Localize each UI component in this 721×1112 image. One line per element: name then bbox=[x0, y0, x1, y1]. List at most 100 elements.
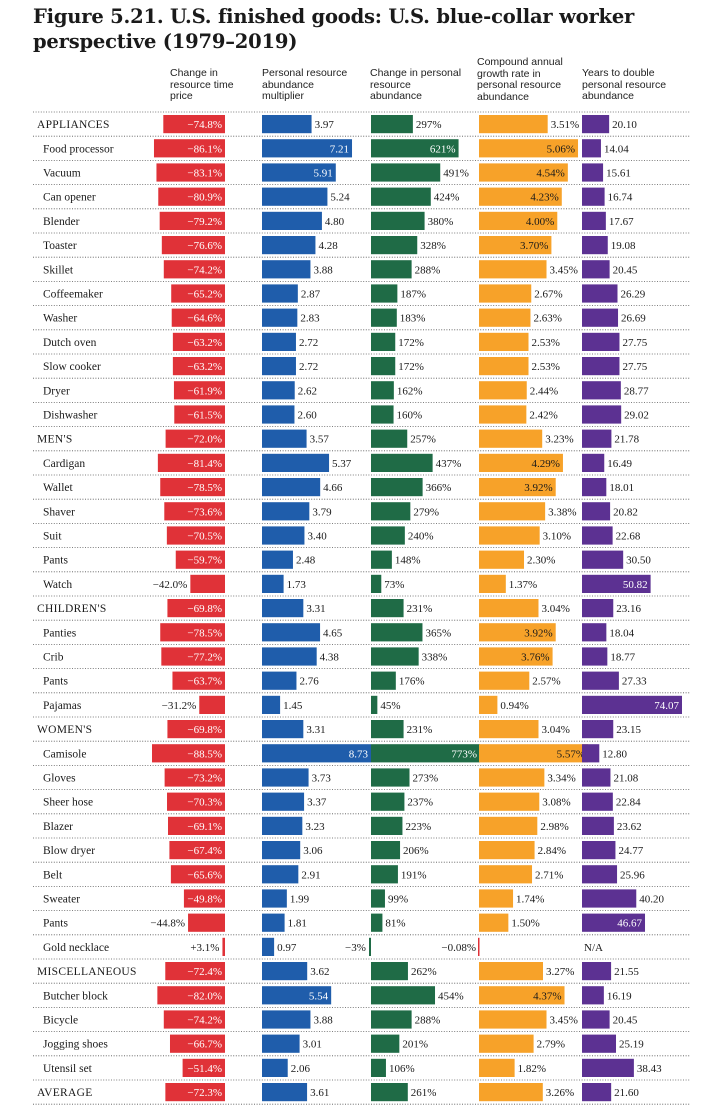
years-label: 29.02 bbox=[624, 410, 649, 422]
row-label: Skillet bbox=[43, 264, 74, 276]
time-price-bar bbox=[171, 284, 225, 303]
group-label: AVERAGE bbox=[37, 1087, 93, 1099]
multiplier-bar bbox=[262, 526, 305, 545]
abundance-change-label: 288% bbox=[415, 1015, 441, 1027]
multiplier-label: 3.23 bbox=[305, 821, 325, 833]
cagr-bar bbox=[479, 841, 535, 860]
cagr-label: 2.63% bbox=[533, 313, 561, 325]
time-price-label: −78.5% bbox=[187, 482, 222, 494]
time-price-label: −61.5% bbox=[187, 410, 222, 422]
multiplier-label: 3.31 bbox=[306, 603, 325, 615]
cagr-label: −0.08% bbox=[441, 942, 476, 954]
years-bar bbox=[582, 453, 605, 472]
cagr-bar bbox=[479, 816, 538, 835]
abundance-change-label: 172% bbox=[398, 337, 424, 349]
abundance-change-bar bbox=[371, 865, 398, 884]
multiplier-bar bbox=[262, 478, 321, 497]
time-price-label: −88.5% bbox=[187, 748, 222, 760]
abundance-change-label: 99% bbox=[388, 894, 408, 906]
years-label: 19.08 bbox=[611, 240, 636, 252]
abundance-change-bar bbox=[371, 1058, 386, 1077]
multiplier-bar bbox=[262, 599, 304, 618]
group-label: MEN'S bbox=[37, 434, 73, 446]
row-label: Can opener bbox=[43, 192, 96, 204]
time-price-label: −79.2% bbox=[187, 216, 222, 228]
multiplier-label: 4.66 bbox=[323, 482, 343, 494]
row-label: Panties bbox=[43, 627, 77, 639]
abundance-change-bar bbox=[371, 599, 404, 618]
multiplier-bar bbox=[262, 308, 298, 327]
row-label: Cardigan bbox=[43, 458, 85, 470]
abundance-change-label: 45% bbox=[380, 700, 400, 712]
multiplier-bar bbox=[262, 841, 301, 860]
years-bar bbox=[582, 1083, 612, 1102]
multiplier-label: 5.37 bbox=[332, 458, 352, 470]
multiplier-bar bbox=[262, 865, 299, 884]
multiplier-bar bbox=[262, 502, 310, 521]
time-price-label: −70.3% bbox=[187, 797, 222, 809]
years-label: N/A bbox=[584, 942, 603, 954]
abundance-change-label: 73% bbox=[384, 579, 404, 591]
multiplier-bar bbox=[262, 381, 295, 400]
abundance-change-bar bbox=[371, 260, 412, 279]
row-label: Slow cooker bbox=[43, 361, 101, 373]
abundance-change-label: 223% bbox=[405, 821, 431, 833]
years-label: 21.55 bbox=[614, 966, 639, 978]
years-label: 25.96 bbox=[620, 869, 645, 881]
time-price-label: −69.1% bbox=[187, 821, 222, 833]
multiplier-bar bbox=[262, 574, 284, 593]
years-label: 22.68 bbox=[616, 531, 641, 543]
abundance-change-bar bbox=[371, 841, 401, 860]
abundance-change-label: 262% bbox=[411, 966, 437, 978]
abundance-change-label: 338% bbox=[422, 652, 448, 664]
time-price-label: −72.3% bbox=[187, 1087, 222, 1099]
abundance-change-bar bbox=[371, 284, 398, 303]
time-price-label: −69.8% bbox=[187, 724, 222, 736]
abundance-change-bar bbox=[371, 1083, 408, 1102]
row-label: Jogging shoes bbox=[43, 1039, 108, 1051]
cagr-label: 3.70% bbox=[520, 240, 548, 252]
multiplier-label: 1.73 bbox=[287, 579, 307, 591]
time-price-bar bbox=[160, 623, 225, 642]
years-label: 28.77 bbox=[624, 385, 649, 397]
abundance-change-label: 365% bbox=[425, 627, 451, 639]
years-label: 20.82 bbox=[613, 506, 638, 518]
abundance-change-label: 257% bbox=[410, 434, 436, 446]
time-price-label: −66.7% bbox=[187, 1039, 222, 1051]
cagr-bar bbox=[479, 744, 588, 763]
abundance-change-bar bbox=[371, 478, 423, 497]
years-label: 38.43 bbox=[637, 1063, 662, 1075]
cagr-bar bbox=[479, 986, 565, 1005]
abundance-change-bar bbox=[371, 1010, 412, 1029]
multiplier-label: 3.97 bbox=[315, 119, 335, 131]
cagr-bar bbox=[479, 332, 529, 351]
row-label: Utensil set bbox=[43, 1063, 93, 1075]
cagr-label: 4.37% bbox=[533, 990, 561, 1002]
time-price-bar bbox=[182, 1058, 225, 1077]
multiplier-bar bbox=[262, 671, 297, 690]
multiplier-label: 2.06 bbox=[291, 1063, 311, 1075]
abundance-change-bar bbox=[371, 574, 382, 593]
cagr-bar bbox=[479, 647, 553, 666]
years-bar bbox=[582, 1034, 617, 1053]
years-label: 25.19 bbox=[619, 1039, 644, 1051]
years-label: 18.01 bbox=[609, 482, 634, 494]
row-label: Vacuum bbox=[43, 168, 81, 180]
time-price-bar bbox=[173, 381, 225, 400]
abundance-change-label: 328% bbox=[420, 240, 446, 252]
abundance-change-label: 237% bbox=[407, 797, 433, 809]
row-label: Gold necklace bbox=[43, 942, 109, 954]
group-label: APPLIANCES bbox=[37, 119, 110, 131]
time-price-label: −83.1% bbox=[187, 168, 222, 180]
years-bar bbox=[582, 357, 620, 376]
time-price-bar bbox=[199, 695, 225, 714]
multiplier-label: 3.88 bbox=[313, 264, 333, 276]
cagr-label: 3.38% bbox=[548, 506, 576, 518]
time-price-bar bbox=[170, 865, 225, 884]
cagr-label: 4.54% bbox=[536, 168, 564, 180]
abundance-change-bar bbox=[371, 671, 396, 690]
multiplier-bar bbox=[262, 236, 316, 255]
multiplier-label: 2.72 bbox=[299, 361, 318, 373]
years-bar bbox=[582, 381, 621, 400]
years-label: 20.45 bbox=[613, 1015, 638, 1027]
